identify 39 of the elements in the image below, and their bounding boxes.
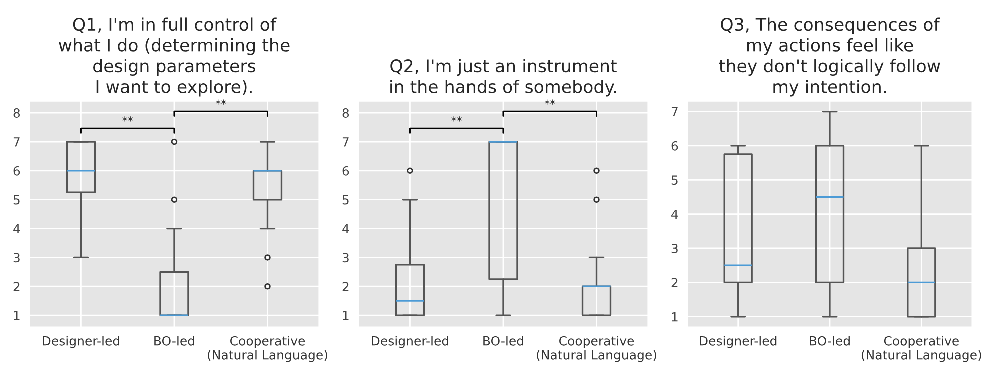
- y-tick-label: 6: [342, 166, 350, 176]
- y-tick-label: 4: [14, 224, 20, 234]
- annotation: **: [216, 100, 226, 105]
- chart-title: Q3, The consequences of my actions feel like they don't logically follow my intention.: [719, 18, 940, 97]
- y-tick-label: 2: [342, 282, 349, 292]
- y-tick-label: 6: [14, 166, 20, 176]
- x-tick-label: Cooperative (Natural Language): [537, 336, 656, 362]
- x-tick-label: BO-led: [810, 336, 850, 346]
- y-tick-label: 1: [672, 312, 678, 322]
- y-tick-label: 4: [672, 210, 678, 220]
- x-tick-label: Designer-led: [700, 336, 777, 348]
- y-tick-label: 8: [14, 108, 20, 118]
- y-tick-label: 6: [672, 141, 678, 151]
- y-tick-label: 7: [342, 138, 349, 147]
- x-tick-label: Designer-led: [43, 336, 120, 348]
- chart-title: Q2, I'm just an instrument in the hands of somebody.: [390, 59, 617, 97]
- x-tick-label: BO-led: [154, 336, 194, 346]
- y-tick-label: 3: [672, 244, 678, 254]
- annotation: **: [544, 100, 556, 105]
- y-tick-label: 1: [343, 311, 349, 320]
- y-tick-label: 5: [672, 176, 678, 186]
- x-tick-label: Designer-led: [372, 336, 448, 348]
- x-tick-label: Cooperative (Natural Language): [862, 336, 982, 362]
- y-tick-label: 3: [14, 253, 20, 263]
- y-tick-label: 5: [14, 195, 20, 205]
- annotation: **: [122, 116, 134, 122]
- y-tick-label: 1: [14, 311, 20, 320]
- y-tick-label: 5: [342, 195, 349, 205]
- y-tick-label: 3: [342, 253, 349, 263]
- y-tick-label: 4: [342, 224, 350, 234]
- y-tick-label: 2: [14, 282, 20, 292]
- y-tick-label: 2: [672, 278, 678, 288]
- y-tick-label: 8: [342, 108, 350, 118]
- y-tick-label: 7: [672, 107, 678, 117]
- y-tick-label: 7: [14, 138, 20, 147]
- annotation: **: [452, 116, 462, 122]
- chart-title: Q1, I'm in full control of what I do (determining the design parameters I want to explore).: [59, 18, 290, 97]
- x-tick-label: Cooperative (Natural Language): [208, 336, 328, 362]
- x-tick-label: BO-led: [484, 336, 524, 346]
